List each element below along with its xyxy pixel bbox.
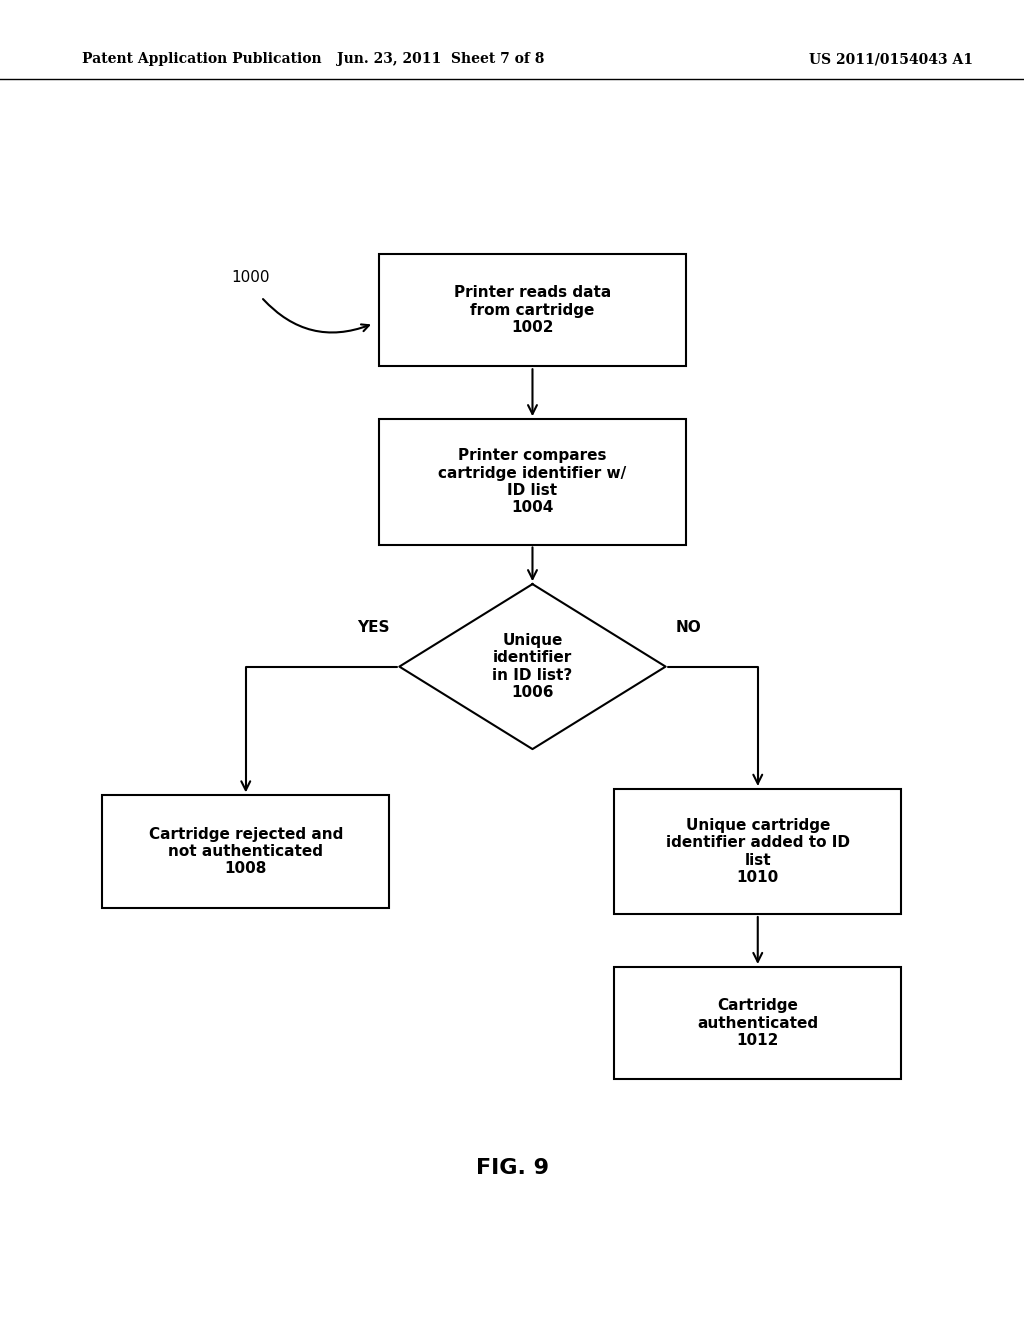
Text: US 2011/0154043 A1: US 2011/0154043 A1 <box>809 53 973 66</box>
Text: Printer compares
cartridge identifier w/
ID list
1004: Printer compares cartridge identifier w/… <box>438 449 627 515</box>
Text: Cartridge rejected and
not authenticated
1008: Cartridge rejected and not authenticated… <box>148 826 343 876</box>
Text: 1000: 1000 <box>231 269 270 285</box>
FancyArrowPatch shape <box>263 300 369 333</box>
FancyBboxPatch shape <box>614 966 901 1080</box>
FancyBboxPatch shape <box>379 253 686 366</box>
Text: FIG. 9: FIG. 9 <box>475 1158 549 1179</box>
FancyBboxPatch shape <box>614 789 901 913</box>
Text: Unique
identifier
in ID list?
1006: Unique identifier in ID list? 1006 <box>493 634 572 700</box>
Text: Cartridge
authenticated
1012: Cartridge authenticated 1012 <box>697 998 818 1048</box>
Text: NO: NO <box>676 619 701 635</box>
Text: Jun. 23, 2011  Sheet 7 of 8: Jun. 23, 2011 Sheet 7 of 8 <box>337 53 544 66</box>
Text: Unique cartridge
identifier added to ID
list
1010: Unique cartridge identifier added to ID … <box>666 818 850 884</box>
FancyBboxPatch shape <box>102 795 389 908</box>
FancyBboxPatch shape <box>379 420 686 544</box>
Text: Printer reads data
from cartridge
1002: Printer reads data from cartridge 1002 <box>454 285 611 335</box>
Text: YES: YES <box>356 619 389 635</box>
Text: Patent Application Publication: Patent Application Publication <box>82 53 322 66</box>
